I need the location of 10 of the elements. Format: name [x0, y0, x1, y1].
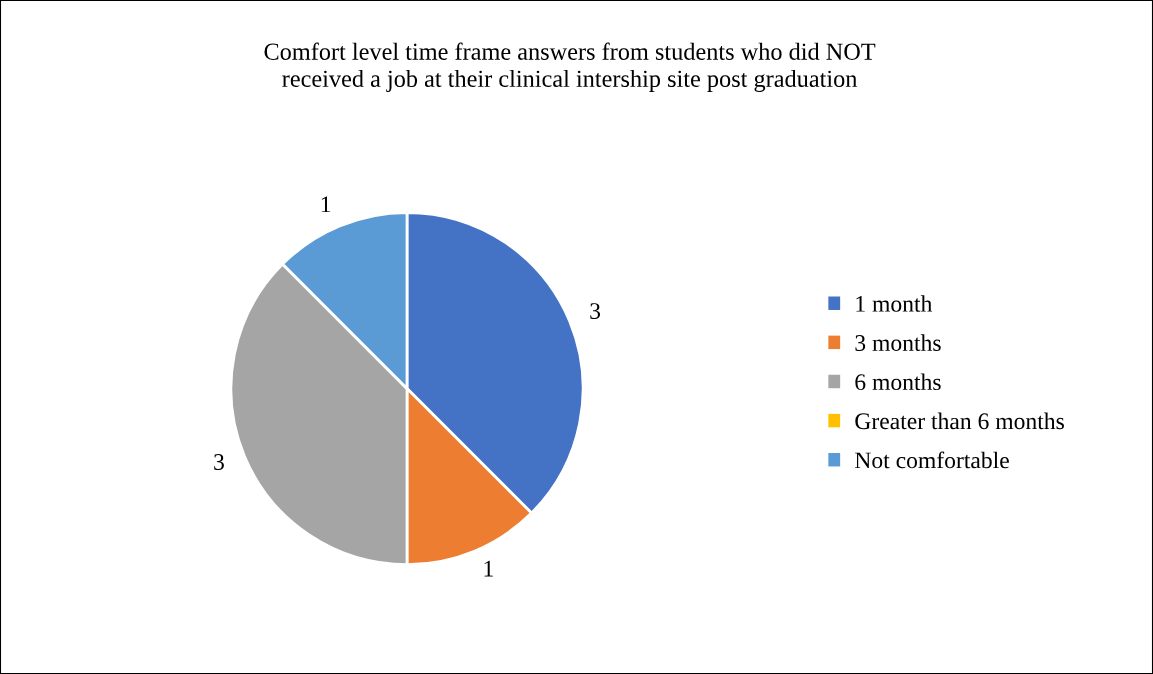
chart-title: Comfort level time frame answers from students who did NOT received a job at their clinical intership site post graduation — [264, 42, 876, 93]
data-label: 3 — [214, 454, 224, 470]
data-label: 1 — [321, 196, 331, 213]
legend-label: Greater than 6 months — [855, 412, 1064, 430]
data-label: 1 — [484, 560, 493, 577]
legend-label: Not comfortable — [855, 451, 1009, 469]
legend-label: 3 months — [855, 334, 941, 351]
legend-label: 1 month — [856, 295, 933, 312]
data-label: 3 — [590, 303, 601, 320]
legend-label: 6 months — [855, 373, 941, 391]
